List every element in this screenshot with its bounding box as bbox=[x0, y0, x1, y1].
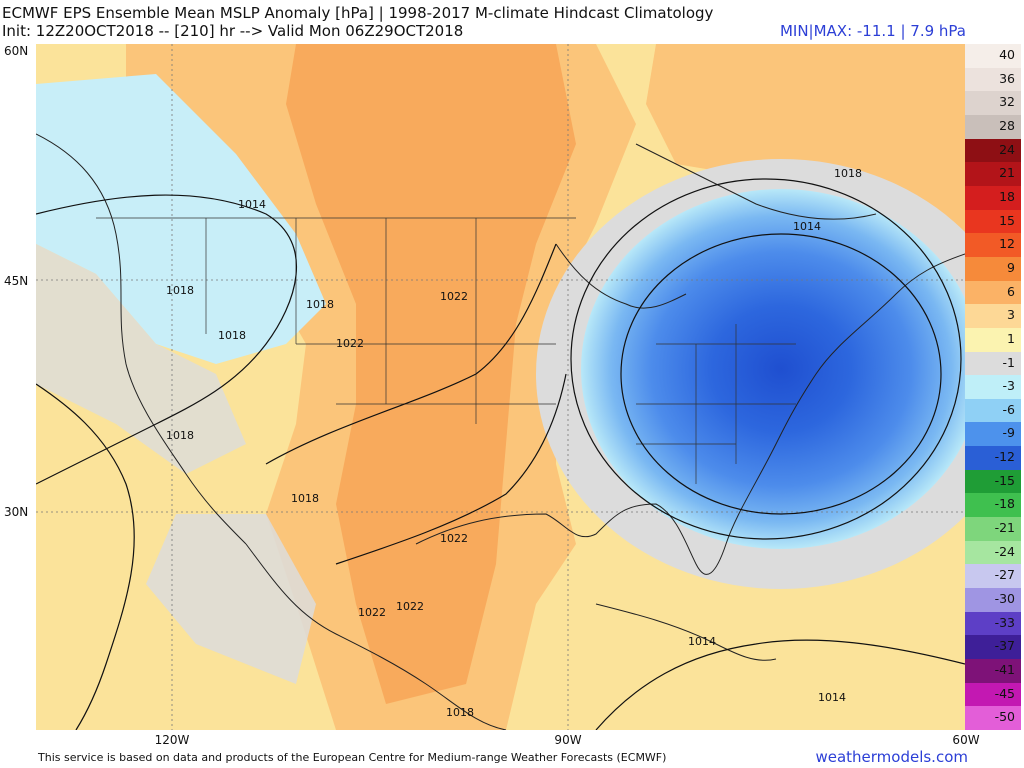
isobar-label: 1022 bbox=[358, 606, 386, 619]
legend-swatch: -1 bbox=[965, 351, 1021, 376]
legend-swatch: 28 bbox=[965, 114, 1021, 139]
legend-swatch: 36 bbox=[965, 67, 1021, 92]
isobar-label: 1018 bbox=[834, 167, 862, 180]
legend-value: 18 bbox=[999, 188, 1015, 204]
legend-swatch: -50 bbox=[965, 706, 1021, 730]
legend-swatch: 15 bbox=[965, 209, 1021, 234]
legend-value: -33 bbox=[994, 614, 1015, 630]
political-borders bbox=[96, 217, 796, 484]
graticule bbox=[36, 44, 965, 730]
min-max-readout: MIN|MAX: -11.1 | 7.9 hPa bbox=[779, 22, 966, 40]
anomaly-color-legend: 40 36 32 28 24 21 18 15 12 9 6 3 1 -1 -3 -6 -9 -12 -15 -18 -… bbox=[965, 44, 1021, 730]
legend-value: -41 bbox=[994, 662, 1015, 678]
legend-value: -15 bbox=[994, 472, 1015, 488]
legend-value: 40 bbox=[999, 47, 1015, 62]
legend-value: 21 bbox=[999, 165, 1015, 181]
legend-swatch: -21 bbox=[965, 517, 1021, 541]
legend-value: -45 bbox=[994, 685, 1015, 701]
legend-value: 15 bbox=[999, 212, 1015, 228]
legend-value: -1 bbox=[1002, 354, 1015, 370]
legend-swatch: -37 bbox=[965, 635, 1021, 660]
legend-swatch: -6 bbox=[965, 398, 1021, 423]
anomaly-field-northwest-grey bbox=[36, 244, 246, 474]
legend-value: 1 bbox=[1007, 330, 1015, 346]
isobar-label: 1018 bbox=[218, 329, 246, 342]
anomaly-map: 1014 1018 1018 1018 1022 1022 1018 1018 … bbox=[36, 44, 965, 730]
isobar-label: 1022 bbox=[396, 600, 424, 613]
legend-swatch: -41 bbox=[965, 659, 1021, 683]
legend-value: -9 bbox=[1002, 425, 1015, 441]
legend-swatch: -9 bbox=[965, 422, 1021, 447]
legend-value: -50 bbox=[994, 709, 1015, 725]
legend-value: -27 bbox=[994, 567, 1015, 583]
legend-swatch: 3 bbox=[965, 304, 1021, 328]
legend-swatch: -30 bbox=[965, 588, 1021, 612]
isobar-label: 1018 bbox=[166, 284, 194, 297]
legend-value: 12 bbox=[999, 236, 1015, 252]
legend-value: -21 bbox=[994, 520, 1015, 536]
legend-swatch: -24 bbox=[965, 540, 1021, 565]
legend-value: -3 bbox=[1002, 378, 1015, 394]
coastlines bbox=[36, 133, 965, 730]
legend-value: 32 bbox=[999, 94, 1015, 110]
anomaly-field-northwest bbox=[36, 74, 326, 364]
isobar-label: 1022 bbox=[336, 337, 364, 350]
legend-swatch: 18 bbox=[965, 185, 1021, 210]
legend-swatch: 1 bbox=[965, 327, 1021, 352]
legend-value: -18 bbox=[994, 496, 1015, 512]
legend-value: -24 bbox=[994, 543, 1015, 559]
ecmwf-disclaimer: This service is based on data and produc… bbox=[38, 751, 667, 764]
legend-value: -12 bbox=[994, 449, 1015, 465]
lon-label-90w: 90W bbox=[554, 733, 582, 747]
legend-value: 3 bbox=[1007, 307, 1015, 323]
isobar-label: 1018 bbox=[306, 298, 334, 311]
legend-value: -37 bbox=[994, 638, 1015, 654]
legend-value: 28 bbox=[999, 117, 1015, 133]
isobar-label: 1018 bbox=[166, 429, 194, 442]
isobar-label: 1014 bbox=[793, 220, 821, 233]
legend-swatch: 32 bbox=[965, 91, 1021, 115]
legend-value: -6 bbox=[1002, 401, 1015, 417]
map-subtitle: Init: 12Z20OCT2018 -- [210] hr --> Valid… bbox=[2, 22, 464, 40]
isobar-label: 1014 bbox=[238, 198, 266, 211]
anomaly-field-southwest-grey bbox=[146, 514, 316, 684]
lon-label-60w: 60W bbox=[952, 733, 980, 747]
legend-swatch: -27 bbox=[965, 564, 1021, 589]
lat-label-45n: 45N bbox=[4, 274, 29, 288]
legend-swatch: -18 bbox=[965, 493, 1021, 518]
isobar-label: 1014 bbox=[818, 691, 846, 704]
legend-swatch: -45 bbox=[965, 682, 1021, 707]
anomaly-field-darker-orange bbox=[286, 44, 576, 704]
legend-value: 36 bbox=[999, 70, 1015, 86]
isobar-label: 1018 bbox=[291, 492, 319, 505]
isobar-label: 1022 bbox=[440, 532, 468, 545]
anomaly-field-northeast-orange bbox=[646, 44, 965, 274]
legend-swatch: 21 bbox=[965, 162, 1021, 186]
lat-label-60n: 60N bbox=[4, 44, 29, 58]
map-title: ECMWF EPS Ensemble Mean MSLP Anomaly [hP… bbox=[2, 4, 714, 22]
legend-value: 9 bbox=[1007, 259, 1015, 275]
isobar-label: 1022 bbox=[440, 290, 468, 303]
brand-watermark: weathermodels.com bbox=[815, 748, 968, 766]
legend-swatch: -33 bbox=[965, 611, 1021, 636]
isobar-label: 1014 bbox=[688, 635, 716, 648]
legend-value: -30 bbox=[994, 591, 1015, 607]
legend-swatch: 24 bbox=[965, 138, 1021, 163]
legend-swatch: -12 bbox=[965, 446, 1021, 470]
legend-value: 24 bbox=[999, 141, 1015, 157]
anomaly-field-low-core bbox=[581, 189, 965, 549]
legend-swatch: 12 bbox=[965, 233, 1021, 257]
legend-value: 6 bbox=[1007, 283, 1015, 299]
isobar-label: 1018 bbox=[446, 706, 474, 719]
legend-swatch: 9 bbox=[965, 256, 1021, 281]
isobars bbox=[36, 178, 965, 730]
legend-swatch: -3 bbox=[965, 375, 1021, 399]
legend-swatch: 6 bbox=[965, 280, 1021, 305]
lat-label-30n: 30N bbox=[4, 505, 29, 519]
legend-swatch: -15 bbox=[965, 469, 1021, 494]
legend-swatch: 40 bbox=[965, 44, 1021, 68]
lon-label-120w: 120W bbox=[154, 733, 190, 747]
